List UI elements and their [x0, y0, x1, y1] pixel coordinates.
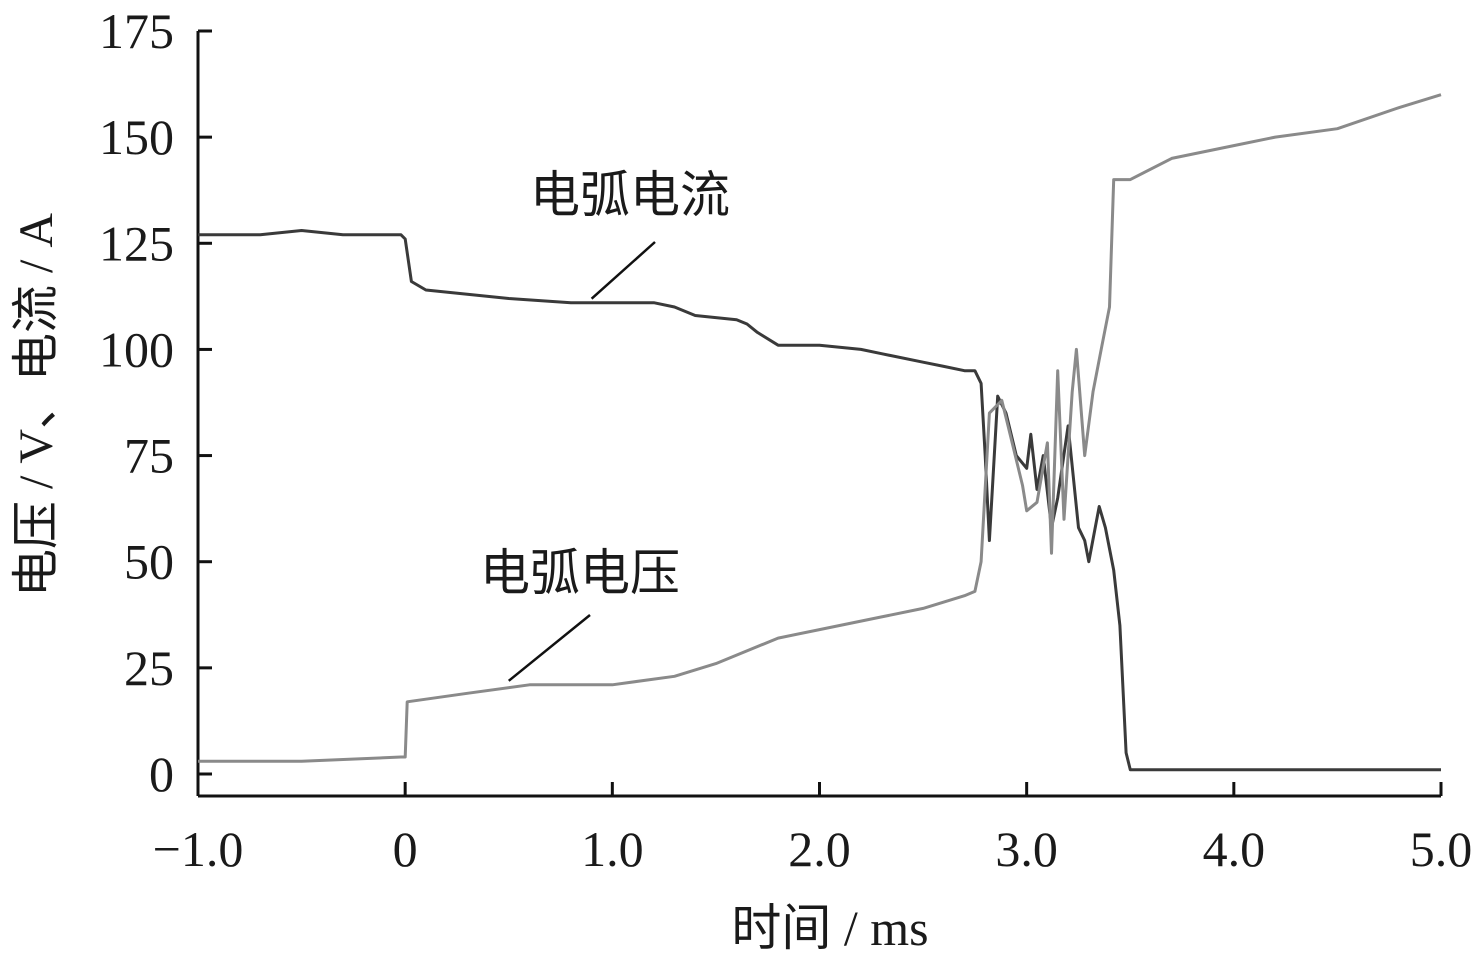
- x-tick-label: 2.0: [788, 821, 851, 877]
- x-tick-label: 3.0: [995, 821, 1058, 877]
- y-tick-label: 50: [124, 534, 174, 590]
- x-tick-label: 4.0: [1203, 821, 1266, 877]
- x-tick-label: 5.0: [1410, 821, 1473, 877]
- y-tick-label: 150: [99, 109, 174, 165]
- y-tick-label: 100: [99, 321, 174, 377]
- annotation-leader-line: [507, 614, 591, 682]
- series-label: 电弧电压: [480, 545, 680, 601]
- y-tick-label: 175: [99, 3, 174, 59]
- x-axis-label: 时间 / ms: [731, 900, 928, 956]
- y-tick-label: 0: [149, 746, 174, 802]
- series-group: [198, 93, 1442, 772]
- y-tick-label: 25: [124, 640, 174, 696]
- x-tick-label: 1.0: [581, 821, 644, 877]
- x-tick-label: −1.0: [153, 821, 244, 877]
- series-line-current: [198, 229, 1441, 772]
- series-label: 电弧电流: [530, 167, 730, 223]
- y-tick-label: 125: [99, 215, 174, 271]
- y-axis-label: 电压 / V、电流 / A: [10, 213, 63, 597]
- y-tick-label: 75: [124, 428, 174, 484]
- series-line-voltage: [198, 93, 1442, 763]
- annotation-leader-line: [590, 241, 656, 300]
- x-tick-label: 0: [393, 821, 418, 877]
- axes: 0 25 50 75 100 125 150 175 −1.0 0 1.0 2.0 3.0 4.0 5.0: [99, 3, 1472, 877]
